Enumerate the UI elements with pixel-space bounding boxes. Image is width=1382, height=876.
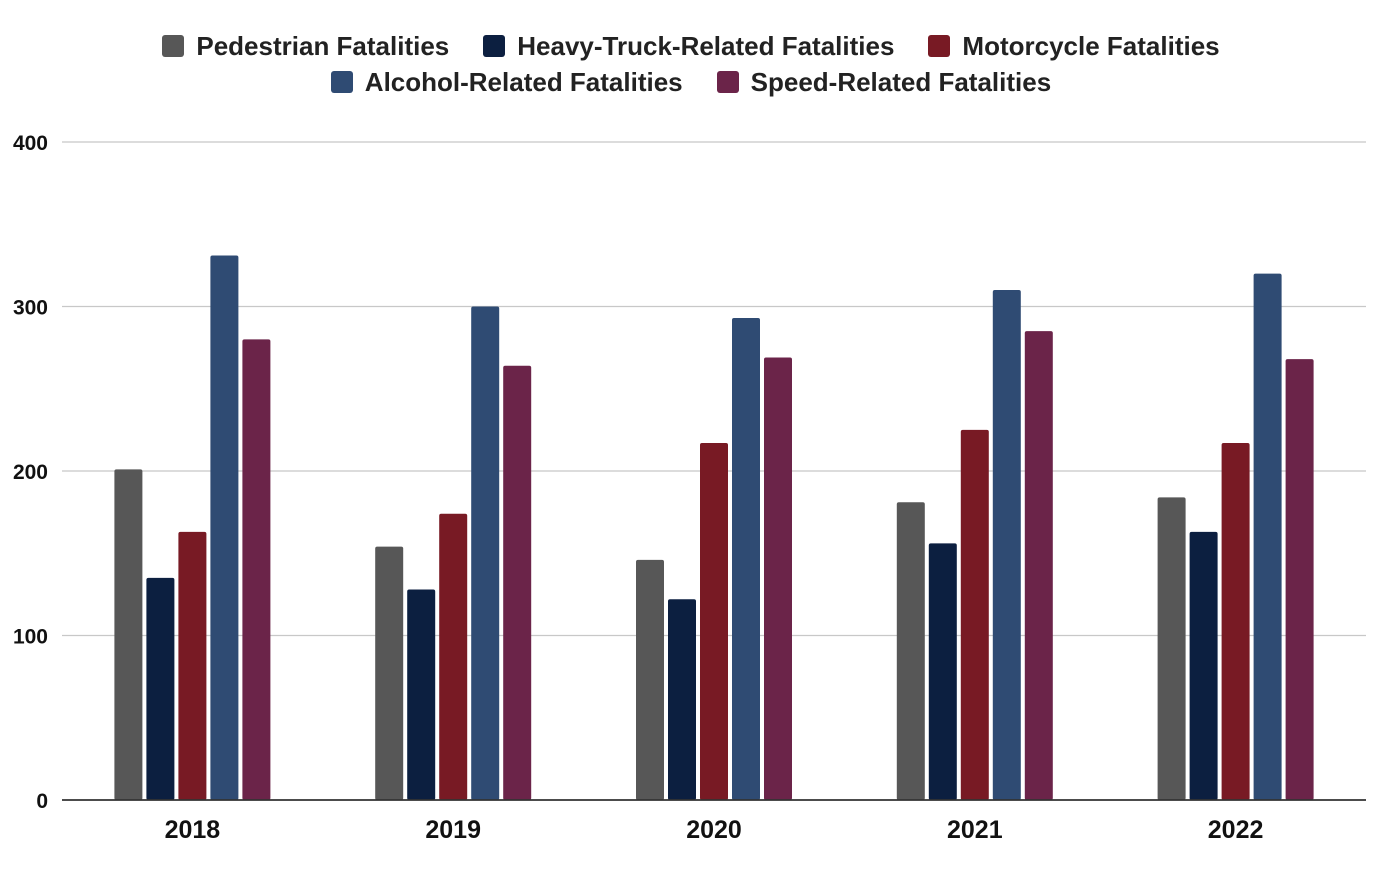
bar[interactable] [700, 443, 728, 800]
bar[interactable] [407, 589, 436, 800]
legend: Pedestrian Fatalities Heavy-Truck-Relate… [0, 28, 1382, 100]
legend-item-heavy-truck[interactable]: Heavy-Truck-Related Fatalities [483, 31, 894, 62]
legend-row-2: Alcohol-Related Fatalities Speed-Related… [0, 64, 1382, 100]
bar[interactable] [896, 502, 925, 800]
bar[interactable] [114, 469, 143, 800]
y-tick-label: 300 [13, 297, 48, 320]
bar[interactable] [960, 429, 989, 800]
legend-label: Heavy-Truck-Related Fatalities [517, 30, 895, 61]
x-tick-label: 2018 [165, 816, 221, 844]
bar[interactable] [1221, 443, 1250, 800]
bar[interactable] [1157, 497, 1186, 800]
bar[interactable] [732, 318, 760, 800]
legend-swatch [162, 35, 185, 57]
bar[interactable] [668, 599, 696, 800]
bar[interactable] [242, 339, 271, 800]
y-tick-label: 0 [36, 790, 48, 813]
bar[interactable] [503, 365, 532, 800]
bar[interactable] [928, 543, 957, 800]
legend-swatch [483, 35, 506, 57]
x-tick-label: 2019 [425, 816, 481, 844]
legend-item-motorcycle[interactable]: Motorcycle Fatalities [928, 30, 1220, 62]
bar[interactable] [992, 290, 1021, 800]
bar[interactable] [1285, 359, 1314, 800]
legend-label: Alcohol-Related Fatalities [364, 66, 683, 97]
legend-swatch [716, 71, 739, 93]
bar[interactable] [1253, 273, 1282, 801]
legend-label: Motorcycle Fatalities [962, 30, 1220, 61]
legend-label: Speed-Related Fatalities [750, 66, 1052, 97]
y-tick-label: 100 [13, 626, 48, 649]
legend-swatch [330, 71, 353, 93]
bar[interactable] [375, 546, 404, 800]
y-tick-label: 400 [13, 132, 48, 155]
bar[interactable] [1189, 531, 1218, 800]
legend-row-1: Pedestrian Fatalities Heavy-Truck-Relate… [0, 28, 1382, 64]
legend-label: Pedestrian Fatalities [196, 30, 450, 61]
bar[interactable] [146, 577, 175, 800]
bar[interactable] [210, 255, 239, 800]
x-tick-label: 2022 [1208, 816, 1264, 844]
bar[interactable] [439, 513, 468, 800]
x-tick-label: 2021 [947, 816, 1003, 844]
x-tick-label: 2020 [686, 816, 742, 844]
bar[interactable] [471, 306, 500, 801]
legend-item-pedestrian[interactable]: Pedestrian Fatalities [162, 31, 449, 62]
y-tick-label: 200 [13, 461, 48, 484]
legend-item-speed[interactable]: Speed-Related Fatalities [716, 66, 1052, 98]
bar[interactable] [764, 357, 792, 800]
bar[interactable] [1024, 331, 1053, 800]
legend-item-alcohol[interactable]: Alcohol-Related Fatalities [330, 66, 683, 98]
bar[interactable] [178, 531, 207, 800]
legend-swatch [928, 35, 951, 57]
bar[interactable] [636, 559, 664, 800]
